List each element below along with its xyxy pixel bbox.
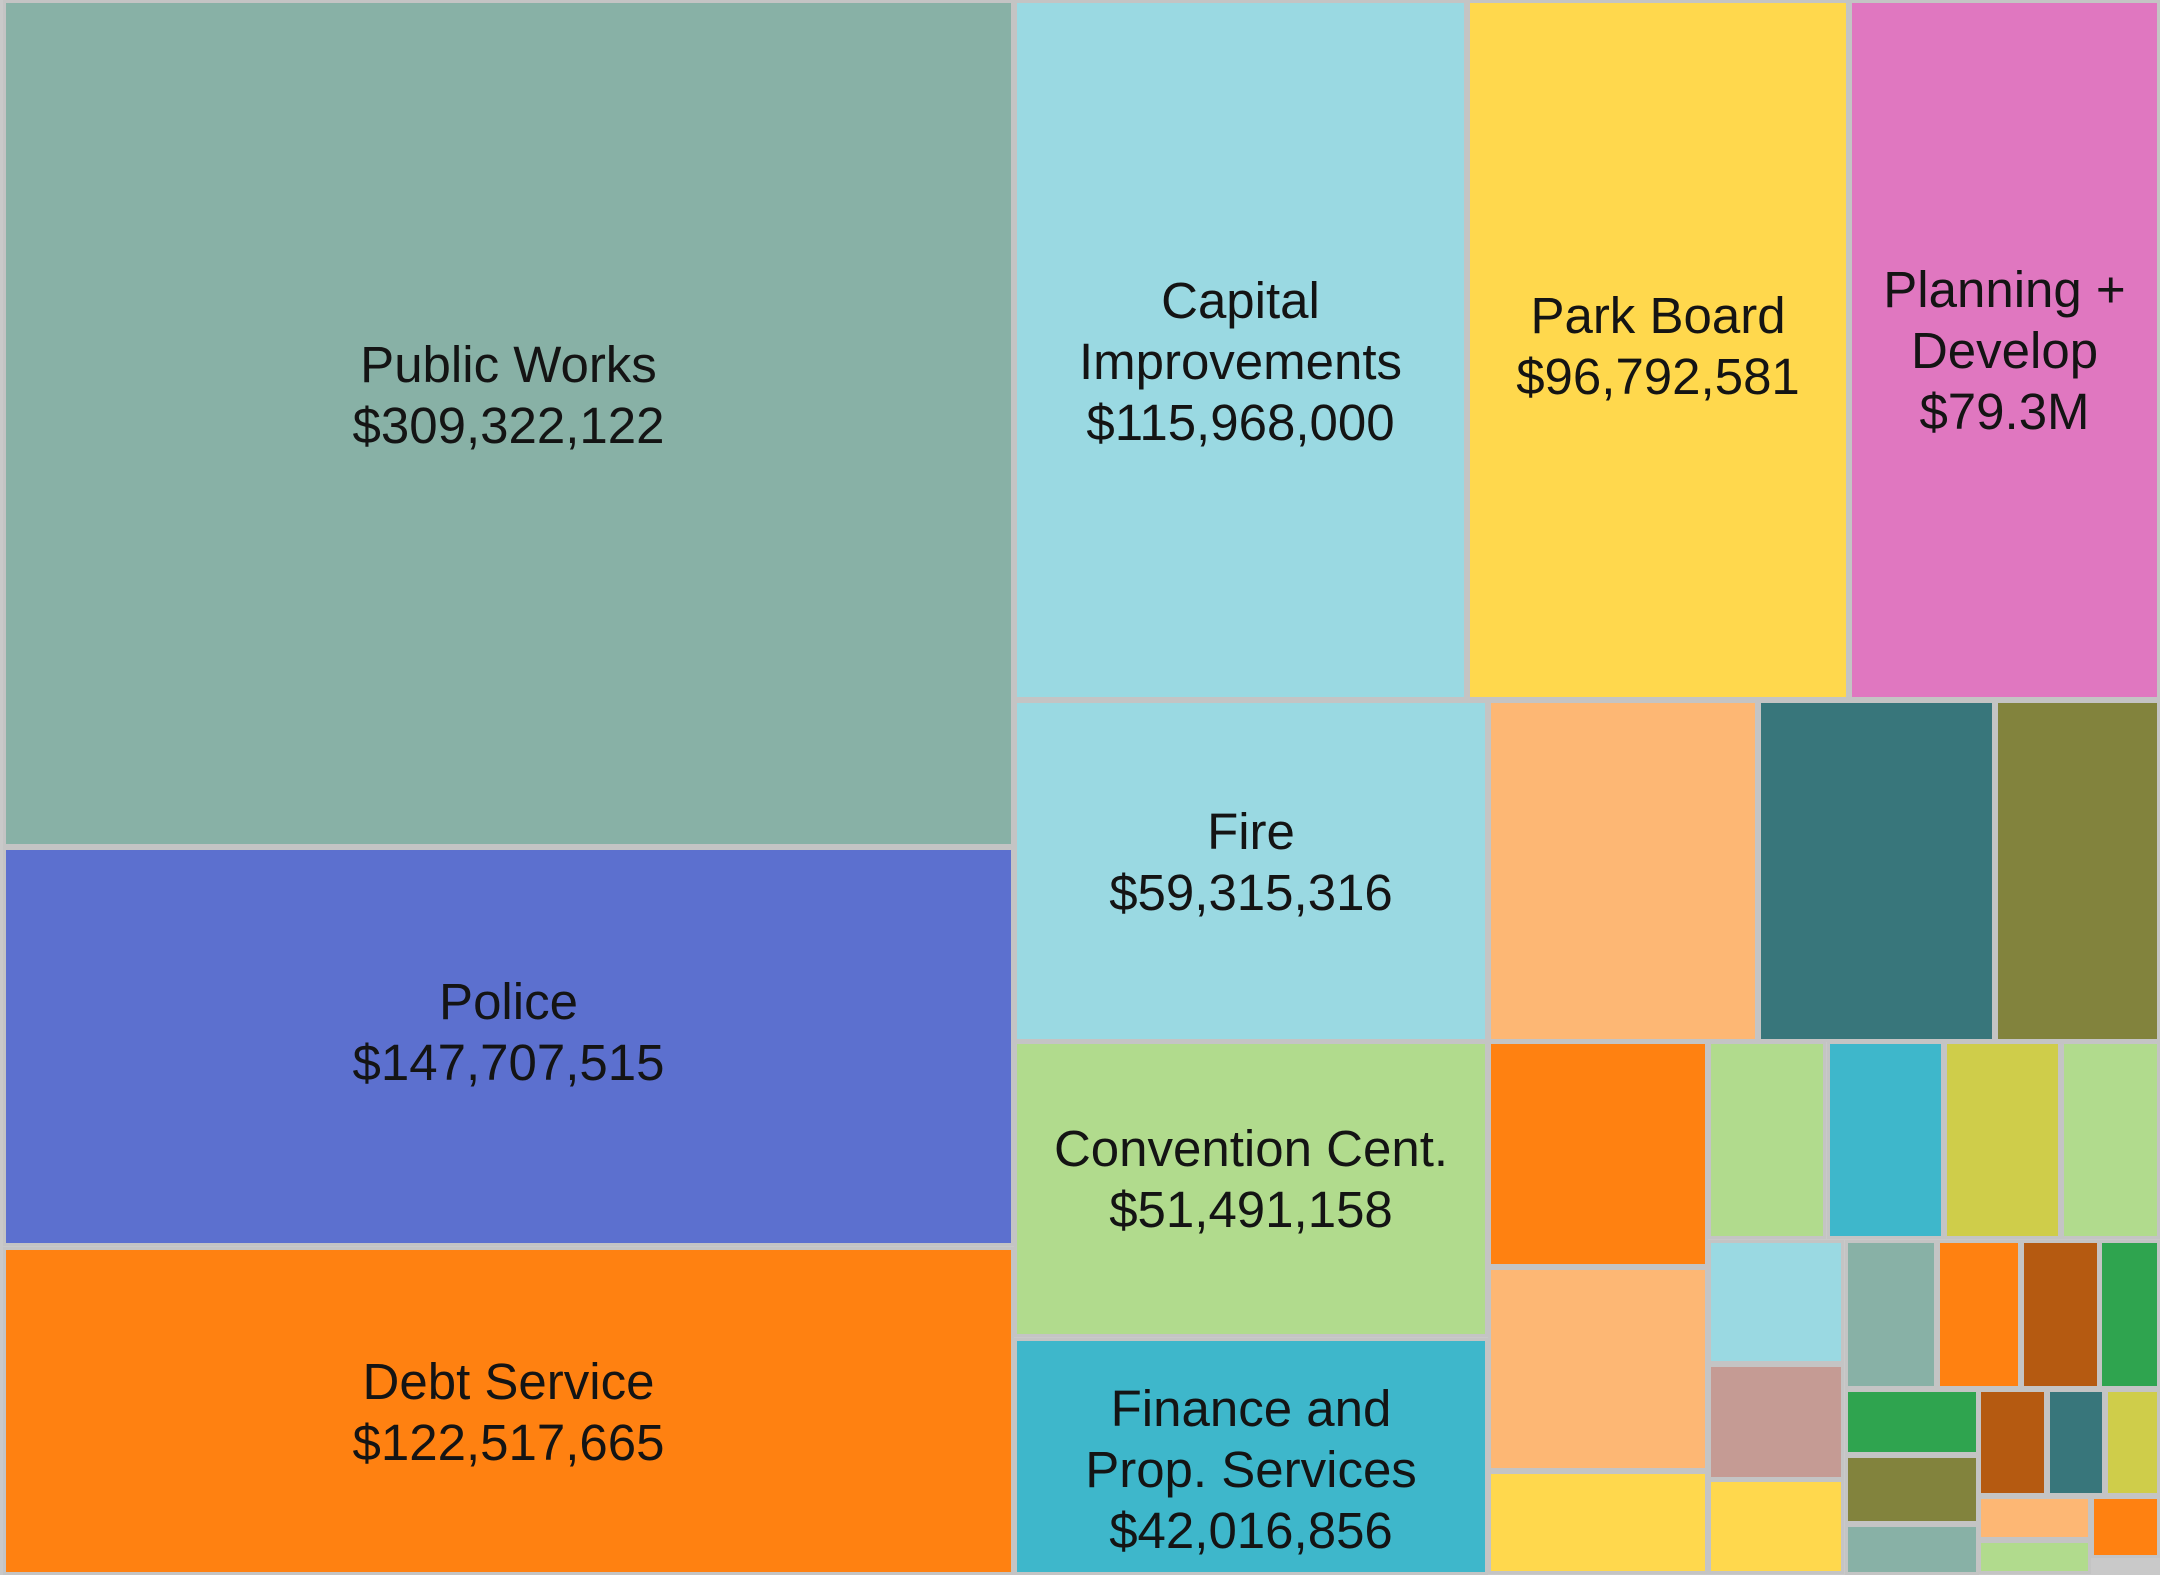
tile-debt-service: Debt Service $122,517,665 <box>3 1247 1014 1575</box>
tile-park-board-label: Park Board $96,792,581 <box>1470 285 1846 407</box>
tile-unlabeled-14 <box>2099 1240 2160 1389</box>
tile-unlabeled-22 <box>1845 1455 1979 1524</box>
tile-police-label: Police $147,707,515 <box>6 971 1011 1093</box>
tile-unlabeled-11 <box>1845 1240 1937 1389</box>
tile-park-board-name: Park Board <box>1530 287 1786 344</box>
tile-planning-develop-value: $79.3M <box>1919 383 2090 441</box>
tile-unlabeled-9 <box>1488 1267 1708 1471</box>
tile-unlabeled-7 <box>1944 1041 2061 1239</box>
tile-fire-name: Fire <box>1207 803 1295 860</box>
tile-unlabeled-12 <box>1937 1240 2021 1389</box>
tile-unlabeled-25 <box>1845 1524 1979 1575</box>
tile-convention-center-name: Convention Cent. <box>1053 1120 1449 1177</box>
tile-finance-prop-services-label: Finance and Prop. Services $42,016,856 <box>1017 1378 1485 1562</box>
tile-unlabeled-1 <box>1488 700 1758 1042</box>
tile-public-works-value: $309,322,122 <box>352 397 665 455</box>
tile-unlabeled-2 <box>1758 700 1995 1042</box>
tile-unlabeled-6 <box>1827 1041 1944 1239</box>
tile-planning-develop-label: Planning + Develop $79.3M <box>1852 259 2157 443</box>
tile-planning-develop: Planning + Develop $79.3M <box>1849 0 2160 700</box>
tile-unlabeled-19 <box>2047 1389 2105 1496</box>
tile-unlabeled-10 <box>1708 1240 1844 1364</box>
tile-public-works: Public Works $309,322,122 <box>3 0 1014 847</box>
tile-unlabeled-21 <box>1708 1479 1844 1574</box>
tile-unlabeled-5 <box>1708 1041 1826 1239</box>
tile-unlabeled-4 <box>1488 1041 1708 1267</box>
tile-unlabeled-26 <box>1978 1540 2091 1574</box>
tile-debt-service-value: $122,517,665 <box>352 1414 665 1472</box>
tile-unlabeled-23 <box>1978 1496 2091 1540</box>
tile-convention-center: Convention Cent. $51,491,158 <box>1014 1041 1488 1337</box>
tile-planning-develop-name: Planning + Develop <box>1883 261 2126 380</box>
tile-public-works-name: Public Works <box>360 336 657 393</box>
tile-park-board: Park Board $96,792,581 <box>1467 0 1849 700</box>
tile-unlabeled-18 <box>1978 1389 2047 1496</box>
tile-fire-label: Fire $59,315,316 <box>1017 801 1485 923</box>
tile-debt-service-label: Debt Service $122,517,665 <box>6 1351 1011 1473</box>
tile-unlabeled-13 <box>2021 1240 2100 1389</box>
tile-park-board-value: $96,792,581 <box>1516 348 1800 406</box>
tile-unlabeled-15 <box>1488 1471 1708 1574</box>
tile-unlabeled-20 <box>2105 1389 2160 1496</box>
tile-capital-improvements-label: Capital Improvements $115,968,000 <box>1017 270 1464 454</box>
tile-capital-improvements-name: Capital Improvements <box>1078 272 1403 391</box>
tile-finance-prop-services: Finance and Prop. Services $42,016,856 <box>1014 1338 1488 1575</box>
tile-unlabeled-24 <box>2091 1496 2160 1558</box>
tile-convention-center-value: $51,491,158 <box>1109 1181 1393 1239</box>
tile-unlabeled-3 <box>1995 700 2160 1042</box>
tile-fire: Fire $59,315,316 <box>1014 700 1488 1042</box>
tile-police: Police $147,707,515 <box>3 847 1014 1246</box>
tile-unlabeled-16 <box>1708 1364 1844 1480</box>
tile-police-value: $147,707,515 <box>352 1034 665 1092</box>
tile-capital-improvements-value: $115,968,000 <box>1086 394 1395 452</box>
tile-public-works-label: Public Works $309,322,122 <box>6 334 1011 456</box>
tile-finance-prop-services-value: $42,016,856 <box>1109 1502 1393 1560</box>
tile-fire-value: $59,315,316 <box>1109 864 1393 922</box>
tile-police-name: Police <box>439 973 578 1030</box>
tile-unlabeled-17 <box>1845 1389 1979 1455</box>
tile-convention-center-label: Convention Cent. $51,491,158 <box>1017 1118 1485 1240</box>
tile-finance-prop-services-name: Finance and Prop. Services <box>1085 1380 1417 1499</box>
tile-unlabeled-8 <box>2061 1041 2160 1239</box>
tile-debt-service-name: Debt Service <box>362 1353 655 1410</box>
tile-capital-improvements: Capital Improvements $115,968,000 <box>1014 0 1467 700</box>
